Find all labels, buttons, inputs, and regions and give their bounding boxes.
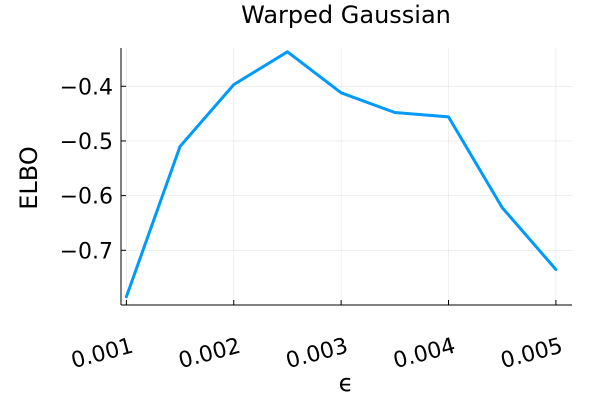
series-line [124,50,558,299]
x-tick-label: 0.001 [69,334,136,374]
y-tick-label: −0.5 [60,130,113,155]
x-tick-label: 0.005 [498,334,565,374]
y-tick-label: −0.4 [60,75,113,100]
grid [121,48,572,305]
chart-title: Warped Gaussian [241,1,451,29]
y-axis-label: ELBO [15,146,43,209]
x-tick-label: 0.004 [391,334,458,374]
x-tick-label: 0.002 [176,334,243,374]
axes [120,48,572,306]
y-tick-label: −0.6 [60,185,113,210]
x-axis-label: ϵ [339,369,354,397]
y-tick-label: −0.7 [60,239,113,264]
ticks: 0.001 0.002 0.003 0.004 0.005−0.7−0.6−0.5−0.… [60,75,566,374]
series-layer [124,50,558,299]
